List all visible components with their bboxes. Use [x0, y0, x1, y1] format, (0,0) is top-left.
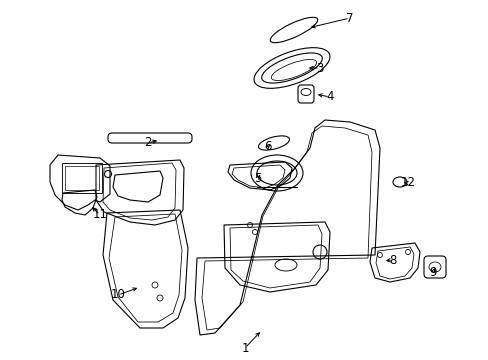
- Bar: [62, 163, 102, 193]
- Text: 3: 3: [316, 62, 323, 75]
- Text: 1: 1: [241, 342, 248, 355]
- Text: 11: 11: [92, 208, 107, 221]
- Text: 10: 10: [110, 288, 125, 302]
- Text: 9: 9: [428, 266, 436, 279]
- Bar: [65, 166, 99, 190]
- Text: 6: 6: [264, 140, 271, 153]
- Text: 4: 4: [325, 90, 333, 104]
- Text: 5: 5: [254, 171, 261, 184]
- Text: 12: 12: [400, 176, 415, 189]
- Text: 2: 2: [144, 136, 151, 149]
- Text: 8: 8: [388, 253, 396, 266]
- Text: 7: 7: [346, 12, 353, 24]
